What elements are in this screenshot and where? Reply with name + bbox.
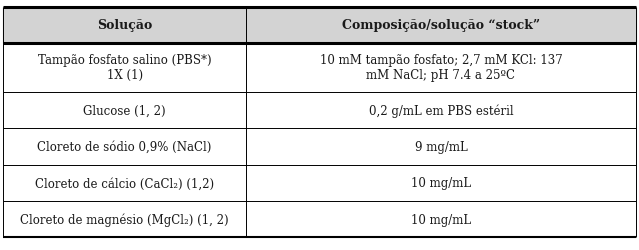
Text: 9 mg/mL: 9 mg/mL (415, 140, 467, 153)
Bar (3, 8, 636, 44)
Text: Tampão fosfato salino (PBS*)
1X (1): Tampão fosfato salino (PBS*) 1X (1) (38, 54, 212, 82)
Text: Cloreto de sódio 0,9% (NaCl): Cloreto de sódio 0,9% (NaCl) (38, 140, 212, 153)
Text: 10 mg/mL: 10 mg/mL (411, 177, 471, 190)
Text: Solução: Solução (97, 19, 152, 32)
Text: 0,2 g/mL em PBS estéril: 0,2 g/mL em PBS estéril (369, 104, 513, 117)
Text: Cloreto de cálcio (CaCl₂) (1,2): Cloreto de cálcio (CaCl₂) (1,2) (35, 177, 214, 190)
Text: Cloreto de magnésio (MgCl₂) (1, 2): Cloreto de magnésio (MgCl₂) (1, 2) (20, 213, 229, 226)
Text: Composição/solução “stock”: Composição/solução “stock” (342, 19, 540, 32)
Text: 10 mM tampão fosfato; 2,7 mM KCl: 137
mM NaCl; pH 7.4 a 25ºC: 10 mM tampão fosfato; 2,7 mM KCl: 137 mM… (320, 54, 562, 82)
Text: Glucose (1, 2): Glucose (1, 2) (83, 104, 166, 117)
Text: 10 mg/mL: 10 mg/mL (411, 213, 471, 226)
